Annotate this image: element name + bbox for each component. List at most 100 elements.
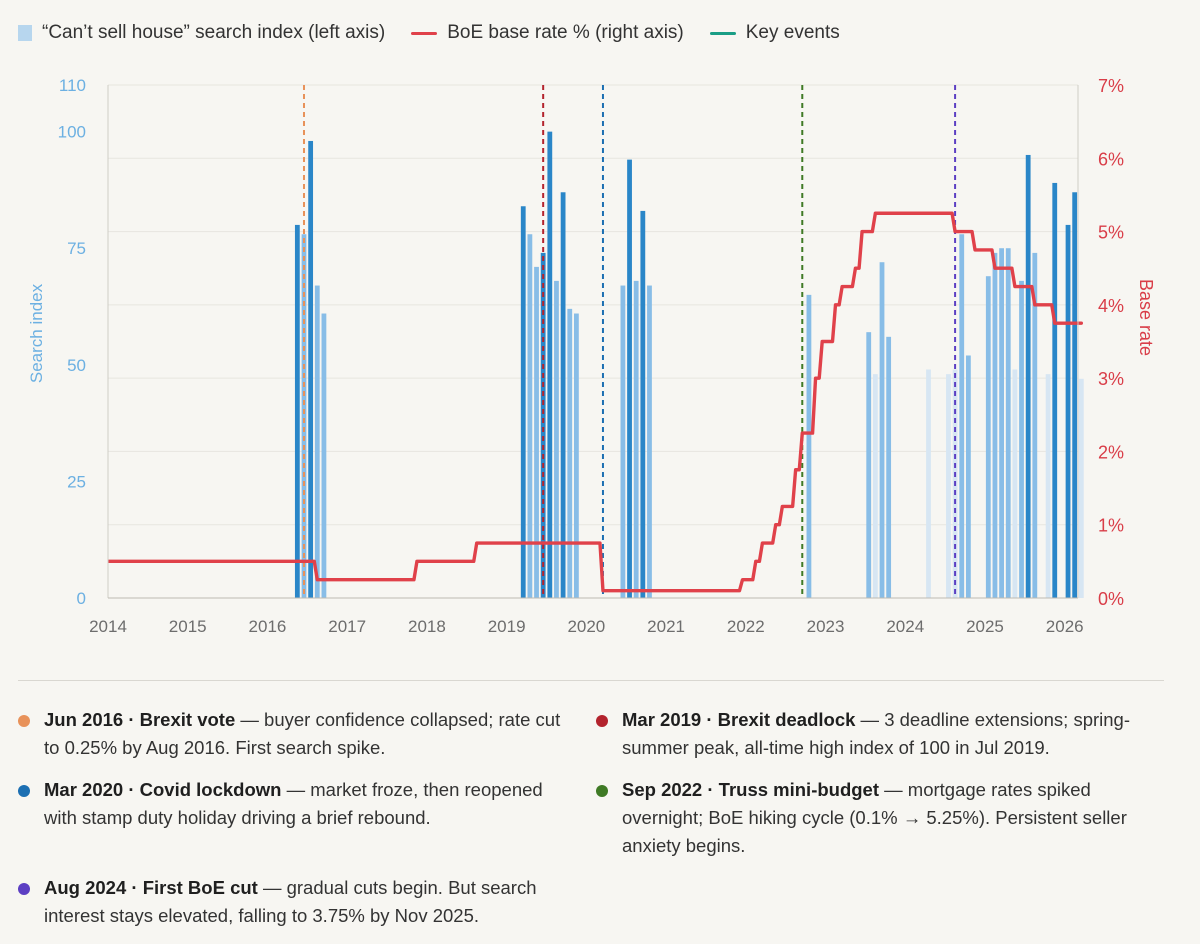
bar-2025-01 bbox=[985, 276, 991, 598]
event-note: Aug 2024 · First BoE cut — gradual cuts … bbox=[18, 874, 563, 930]
event-note-heading: Sep 2022 · Truss mini-budget bbox=[622, 779, 880, 800]
bar-2026-01 bbox=[1065, 224, 1071, 598]
bar-2019-07 bbox=[547, 131, 553, 598]
bar-2019-10 bbox=[567, 308, 573, 598]
bar-2016-06 bbox=[301, 234, 307, 598]
bar-2020-07 bbox=[627, 159, 632, 599]
bar-2025-05 bbox=[1012, 369, 1018, 598]
bar-2019-03 bbox=[520, 206, 526, 598]
event-note: Sep 2022 · Truss mini-budget — mortgage … bbox=[596, 776, 1141, 860]
event-note-dot bbox=[596, 715, 608, 727]
x-tick-label: 2025 bbox=[966, 617, 1004, 636]
left-tick-label: 100 bbox=[58, 123, 86, 142]
bar-2023-07 bbox=[866, 332, 872, 598]
x-tick-label: 2018 bbox=[408, 617, 446, 636]
bar-2020-06 bbox=[620, 285, 626, 598]
bar-2025-10 bbox=[1045, 374, 1051, 598]
right-axis-title: Base rate bbox=[1136, 279, 1156, 356]
legend-swatch-rate-line bbox=[411, 31, 438, 35]
legend-swatch-events bbox=[709, 31, 736, 35]
x-tick-label: 2019 bbox=[488, 617, 526, 636]
bar-2019-04 bbox=[527, 234, 533, 598]
x-tick-label: 2020 bbox=[567, 617, 605, 636]
left-axis-title: Search index bbox=[27, 283, 46, 383]
left-tick-label: 110 bbox=[59, 76, 86, 95]
bar-2019-09 bbox=[560, 192, 566, 598]
divider bbox=[18, 680, 1164, 681]
bar-2024-07 bbox=[946, 374, 951, 598]
legend-label-search-index: “Can’t sell house” search index (left ax… bbox=[42, 22, 386, 43]
event-note: Jun 2016 · Brexit vote — buyer confidenc… bbox=[18, 706, 563, 762]
bar-2019-06 bbox=[540, 252, 546, 598]
x-tick-label: 2022 bbox=[727, 617, 765, 636]
bar-2016-07 bbox=[308, 140, 314, 599]
bar-2022-10 bbox=[806, 294, 812, 598]
bar-2025-08 bbox=[1032, 252, 1038, 598]
bar-2020-10 bbox=[647, 285, 652, 598]
right-tick-label: 1% bbox=[1098, 516, 1124, 536]
event-note-text: — market froze, then reopened with stamp… bbox=[44, 779, 543, 828]
right-tick-label: 7% bbox=[1098, 76, 1124, 96]
bar-2016-08 bbox=[314, 285, 320, 598]
event-note-heading: Mar 2019 · Brexit deadlock bbox=[622, 709, 856, 730]
bar-2025-04 bbox=[1005, 248, 1011, 598]
legend-item-search-index: “Can’t sell house” search index (left ax… bbox=[18, 22, 385, 44]
x-tick-label: 2024 bbox=[886, 617, 924, 636]
x-tick-label: 2021 bbox=[647, 617, 685, 636]
x-tick-label: 2015 bbox=[169, 617, 207, 636]
event-note: Mar 2020 · Covid lockdown — market froze… bbox=[18, 776, 563, 832]
bar-2025-07 bbox=[1025, 154, 1031, 599]
x-tick-label: 2014 bbox=[89, 617, 127, 636]
bar-2020-08 bbox=[633, 280, 639, 598]
chart-axes: 0 25 50 75 100 110 0% 1% 2% 3% 4% 5% 6% 7% 2014 2015 201… bbox=[27, 76, 1156, 636]
x-tick-label: 2026 bbox=[1046, 617, 1084, 636]
legend-swatch-bars bbox=[18, 25, 32, 41]
event-note-heading: Jun 2016 · Brexit vote bbox=[44, 709, 236, 730]
bar-2025-02 bbox=[992, 252, 998, 598]
bar-2024-04 bbox=[926, 369, 931, 598]
right-tick-label: 4% bbox=[1098, 296, 1124, 316]
bar-2019-11 bbox=[573, 313, 579, 598]
chart-legend: “Can’t sell house” search index (left ax… bbox=[18, 20, 840, 46]
bar-2025-03 bbox=[999, 248, 1004, 598]
event-note-text: — gradual cuts begin. But search interes… bbox=[44, 877, 537, 926]
x-tick-label: 2017 bbox=[328, 617, 366, 636]
event-note-text: — 3 deadline extensions; spring-summer p… bbox=[622, 709, 1130, 758]
right-tick-label: 0% bbox=[1098, 589, 1124, 609]
x-tick-label: 2023 bbox=[807, 617, 845, 636]
left-tick-label: 0 bbox=[77, 589, 86, 608]
rate-line-path bbox=[108, 211, 1084, 593]
bar-2025-11 bbox=[1052, 182, 1058, 598]
bar-2016-05 bbox=[294, 224, 300, 598]
legend-item-base-rate: BoE base rate % (right axis) bbox=[411, 22, 684, 44]
event-note-dot bbox=[596, 785, 608, 797]
right-tick-label: 2% bbox=[1098, 442, 1124, 462]
event-note: Mar 2019 · Brexit deadlock — 3 deadline … bbox=[596, 706, 1141, 762]
bar-2019-05 bbox=[534, 266, 539, 598]
chart-event-lines bbox=[302, 85, 957, 598]
bar-2024-10 bbox=[965, 355, 971, 598]
bar-2023-10 bbox=[886, 336, 892, 598]
legend-item-key-events: Key events bbox=[709, 22, 840, 44]
bar-2023-09 bbox=[879, 262, 885, 598]
event-note-heading: Aug 2024 · First BoE cut bbox=[44, 877, 258, 898]
bar-2020-09 bbox=[640, 210, 646, 598]
event-note-text: — mortgage rates spiked overnight; BoE h… bbox=[622, 779, 1127, 856]
chart-gridlines bbox=[108, 84, 1078, 599]
bar-2025-06 bbox=[1019, 280, 1024, 598]
left-tick-label: 50 bbox=[67, 356, 86, 375]
left-tick-label: 25 bbox=[67, 472, 86, 491]
bar-2023-08 bbox=[872, 374, 878, 598]
x-tick-label: 2016 bbox=[249, 617, 287, 636]
chart: 0 25 50 75 100 110 0% 1% 2% 3% 4% 5% 6% 7% 2014 2015 201… bbox=[27, 76, 1156, 636]
bar-2024-09 bbox=[959, 234, 965, 598]
event-note-text: — buyer confidence collapsed; rate cut t… bbox=[44, 709, 561, 758]
bar-2016-09 bbox=[321, 313, 327, 598]
left-tick-label: 75 bbox=[67, 239, 86, 258]
bar-2019-08 bbox=[554, 280, 559, 598]
event-note-dot bbox=[18, 883, 30, 895]
bar-2026-03 bbox=[1078, 378, 1084, 598]
event-note-dot bbox=[18, 715, 30, 727]
right-tick-label: 6% bbox=[1098, 149, 1124, 169]
chart-bars bbox=[294, 131, 1084, 599]
